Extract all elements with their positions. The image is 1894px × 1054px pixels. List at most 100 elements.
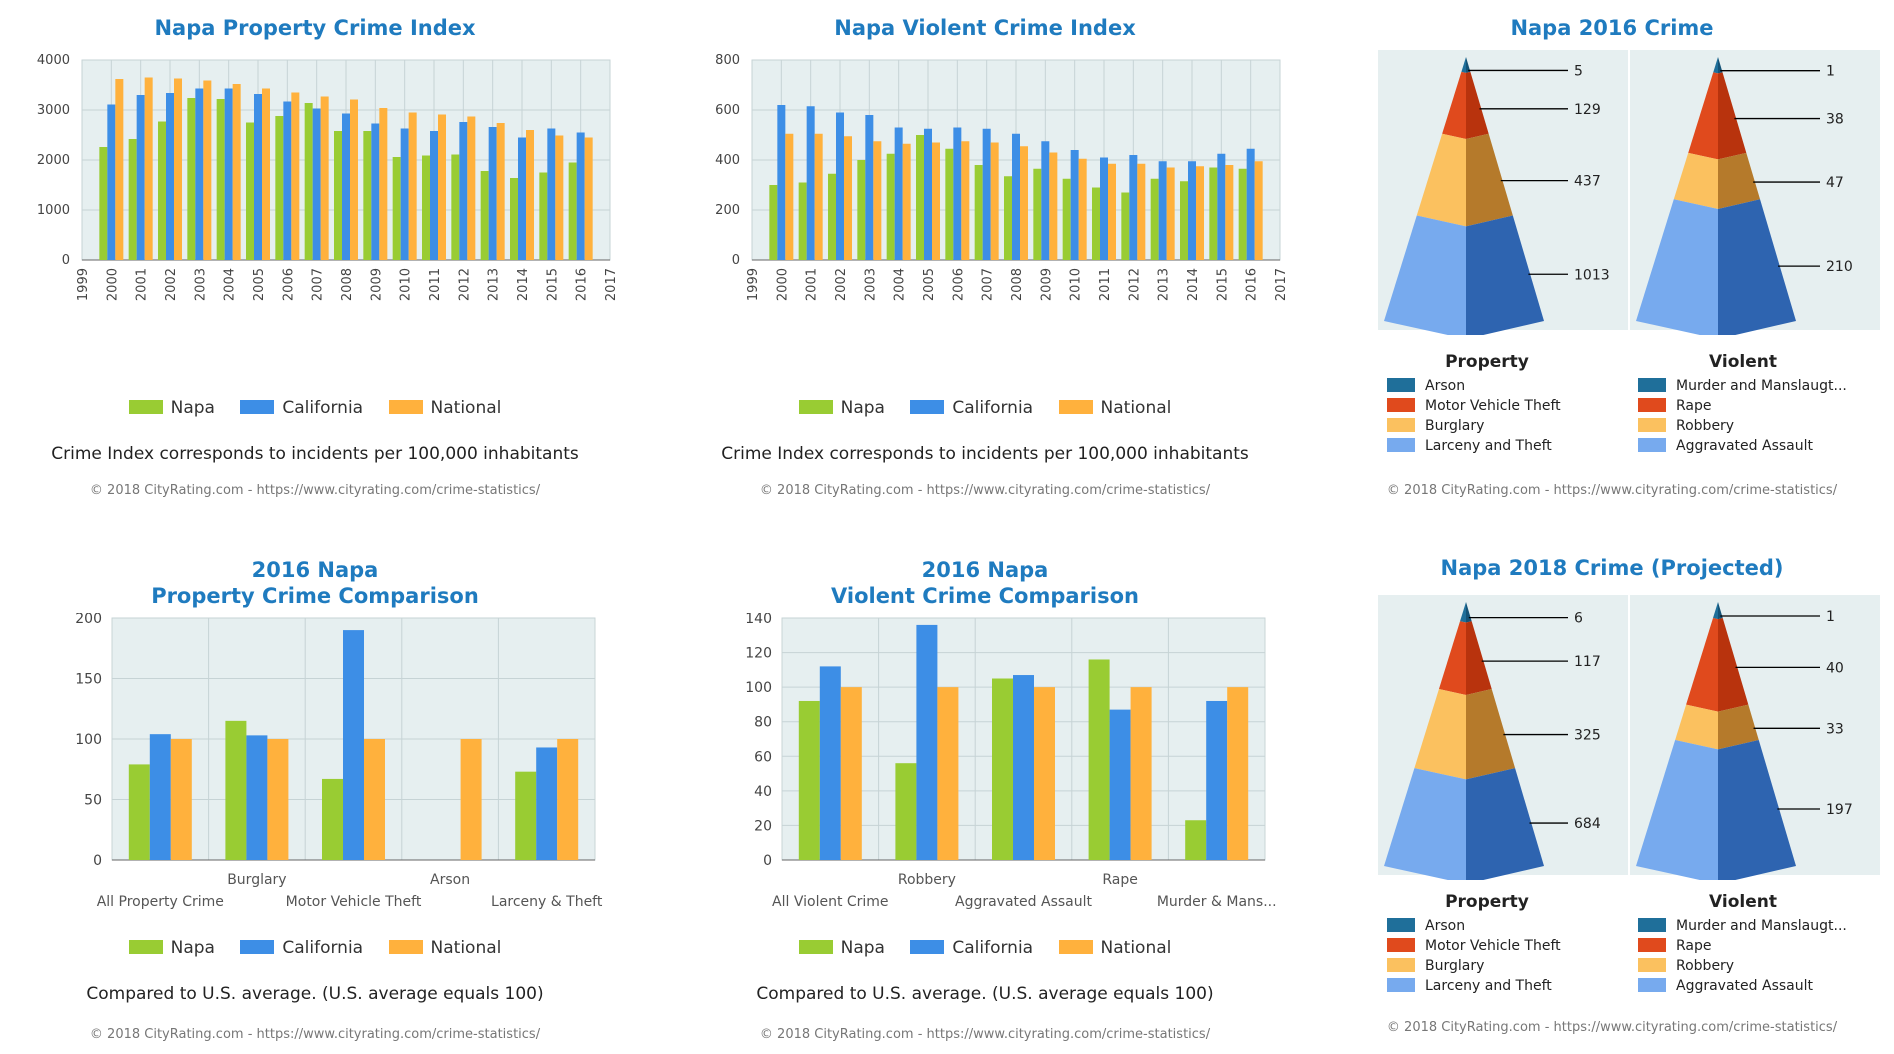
x-tick-label: 2015 [1215,268,1230,301]
legend-california[interactable]: California [910,938,1033,958]
legend-swatch [240,400,275,414]
property-pyramid-value-label: 129 [1574,102,1601,118]
property-pyramid-slice-1-front [1460,602,1466,623]
x-tick-label: 2008 [1010,268,1025,301]
legend-item-larceny[interactable]: Larceny and Theft [1387,438,1587,458]
copyright-link[interactable]: © 2018 CityRating.com - https://www.city… [759,483,1211,498]
legend-napa[interactable]: Napa [798,398,885,418]
y-tick-label: 200 [715,203,740,218]
legend-item-motor-vehicle-theft[interactable]: Motor Vehicle Theft [1387,398,1587,418]
legend-item-rape[interactable]: Rape [1638,398,1878,418]
legend-item-arson[interactable]: Arson [1387,918,1587,938]
legend-label: Burglary [1425,958,1485,974]
property-pyramid-slice-4-front [1384,215,1466,335]
napa-bar [798,182,807,260]
napa-bar [1004,176,1012,260]
legend-item-robbery[interactable]: Robbery [1638,418,1878,438]
legend-swatch [798,400,833,414]
california-bar [518,137,526,260]
legend-swatch [1058,400,1093,414]
napa-bar [334,131,342,260]
x-tick-label: Arson [430,872,470,888]
california-bar [865,115,874,260]
national-bar [203,80,212,260]
copyright-link[interactable]: © 2018 CityRating.com - https://www.city… [1386,483,1838,498]
legend-item-murder[interactable]: Murder and Manslaugt... [1638,918,1878,938]
legend-item-burglary[interactable]: Burglary [1387,958,1587,978]
property-pyramid-slice-3-side [1466,689,1516,780]
x-tick-label: Rape [1102,872,1138,888]
legend-national[interactable]: National [1058,938,1172,958]
california-bar [924,128,932,260]
x-tick-label: 2013 [487,268,502,301]
x-tick-label: 2013 [1157,268,1172,301]
legend-item-larceny[interactable]: Larceny and Theft [1387,978,1587,998]
copyright-link[interactable]: © 2018 CityRating.com - https://www.city… [1386,1020,1838,1035]
x-tick-label: 2009 [1039,268,1054,301]
y-tick-label: 3000 [37,103,70,118]
national-bar [1034,687,1055,860]
legend-national[interactable]: National [388,938,501,958]
property-pyramid-slice-2-side [1466,621,1492,695]
legend-national[interactable]: National [1058,398,1171,418]
california-bar [1217,153,1226,260]
legend-item-aggravated-assault[interactable]: Aggravated Assault [1638,438,1878,458]
legend-item-aggravated-assault[interactable]: Aggravated Assault [1638,978,1878,998]
napa-bar [1092,187,1100,260]
legend-label: Motor Vehicle Theft [1425,938,1561,954]
x-tick-label: Motor Vehicle Theft [286,894,422,910]
legend-california[interactable]: California [910,398,1033,418]
legend-item-murder[interactable]: Murder and Manslaugt... [1638,378,1878,398]
property-pyramid-slice-2-front [1442,71,1466,140]
x-tick-label: Larceny & Theft [491,894,603,910]
property-pyramid-slice-1-side [1466,57,1471,73]
legend-item-motor-vehicle-theft[interactable]: Motor Vehicle Theft [1387,938,1587,958]
legend-label: National [1100,938,1172,958]
property-pyramid-slice-2-front [1438,621,1466,695]
national-bar [902,143,911,260]
legend-national[interactable]: National [388,398,501,418]
napa-bar [1238,168,1247,260]
property-pyramid-value-label: 684 [1574,816,1601,832]
california-bar [1013,675,1034,860]
california-bar [343,630,364,860]
x-tick-label: 2003 [863,268,878,301]
property-pyramid-slice-3-front [1414,689,1466,780]
violent-pyramid-value-label: 1 [1826,609,1835,625]
copyright-link[interactable]: © 2018 CityRating.com - https://www.city… [89,1027,541,1042]
national-bar [873,141,882,260]
legend-label: Rape [1676,938,1712,954]
chart-title-line2: Violent Crime Comparison [830,584,1139,608]
legend-item-rape[interactable]: Rape [1638,938,1878,958]
legend-napa[interactable]: Napa [128,398,215,418]
x-tick-label: 2011 [428,268,443,301]
copyright-link[interactable]: © 2018 CityRating.com - https://www.city… [89,483,541,498]
national-bar [408,112,417,260]
violent-pyramid-slice-1-side [1718,57,1723,74]
legend-label: Napa [170,938,215,958]
legend-item-robbery[interactable]: Robbery [1638,958,1878,978]
copyright-link[interactable]: © 2018 CityRating.com - https://www.city… [759,1027,1211,1042]
legend-item-burglary[interactable]: Burglary [1387,418,1587,438]
national-bar [1254,161,1263,260]
legend-label: Aggravated Assault [1676,438,1813,454]
x-tick-label: 2017 [604,268,619,301]
legend-california[interactable]: California [240,938,363,958]
california-bar [777,105,786,260]
california-bar [1100,157,1108,260]
y-tick-label: 4000 [37,53,70,68]
legend-california[interactable]: California [240,398,363,418]
legend-item-arson[interactable]: Arson [1387,378,1587,398]
property-comparison-panel: 2016 Napa Property Crime Comparison 0 50 1… [0,553,630,1053]
national-bar [467,116,476,260]
california-bar [136,95,145,260]
napa-bar [128,764,150,860]
national-bar [115,79,124,260]
legend-swatch [1638,398,1666,412]
x-tick-label: 2005 [922,268,937,301]
legend-napa[interactable]: Napa [798,938,885,958]
violent-pyramid-value-label: 47 [1826,175,1844,191]
legend-napa[interactable]: Napa [128,938,215,958]
property-pyramid-slice-4-front [1384,768,1466,880]
national-bar [496,123,505,260]
